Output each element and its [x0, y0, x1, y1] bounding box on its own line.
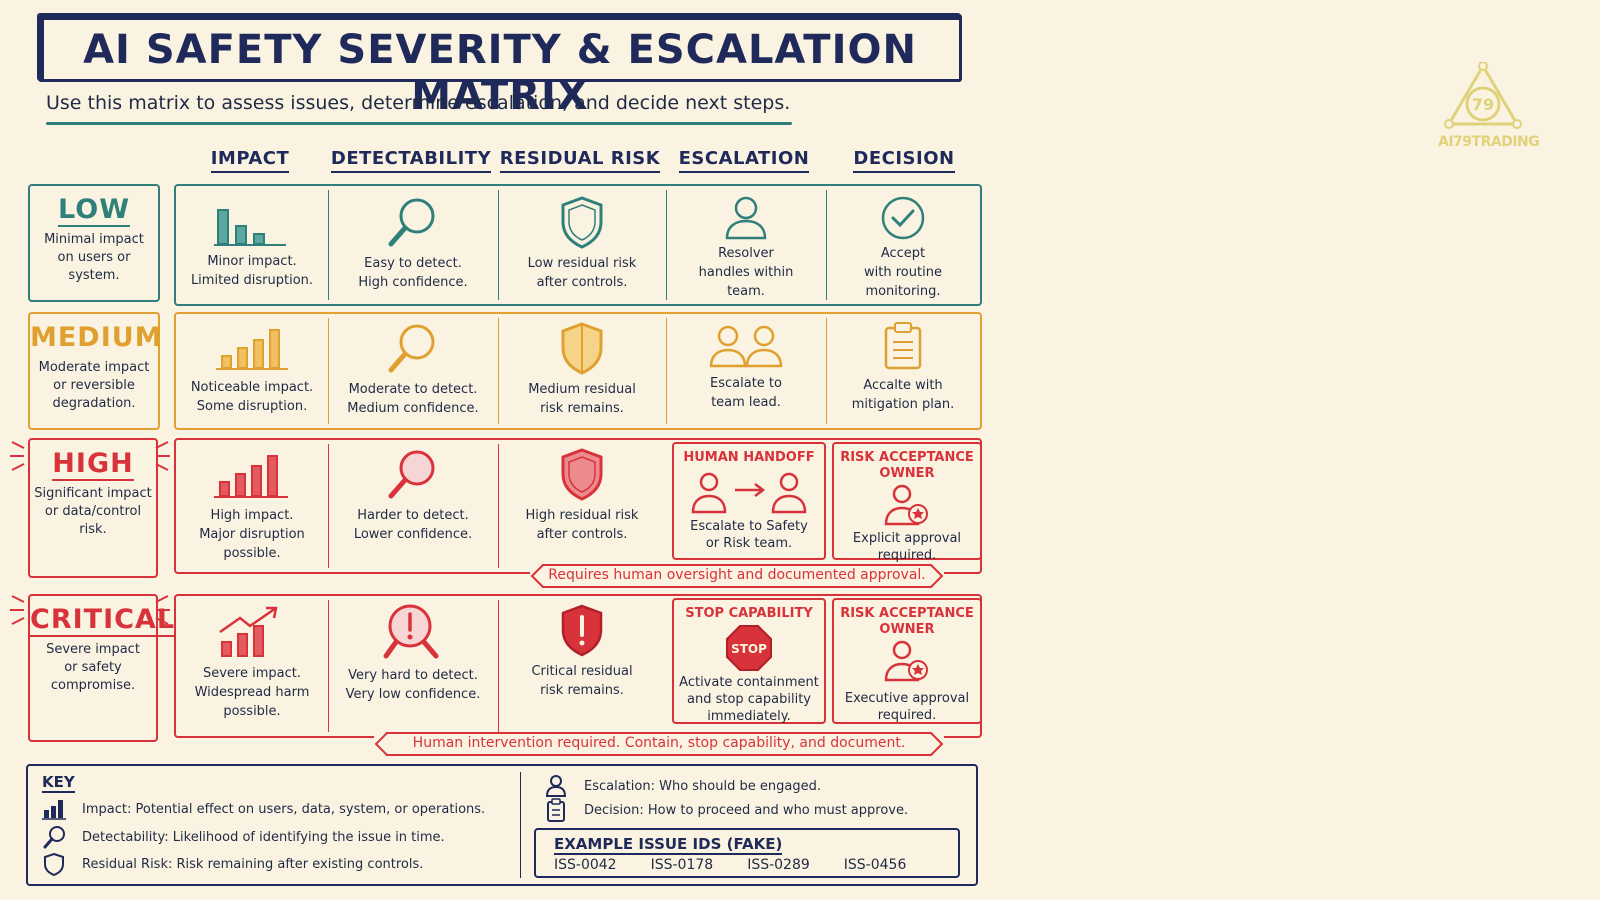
row-low: Minor impact. Limited disruption. Easy to… [174, 184, 982, 306]
low-escalation-cell: Resolver handles within team. [666, 186, 826, 304]
low-decision-cell: Accept with routine monitoring. [826, 186, 980, 304]
example-id: ISS-0042 [554, 857, 617, 873]
shield-alert-icon [561, 604, 603, 657]
column-header-impact: IMPACT [174, 148, 326, 173]
column-header-residual-risk: RESIDUAL RISK [496, 148, 664, 173]
low-detect-cell: Easy to detect. High confidence. [328, 186, 498, 304]
level-low-desc: Minimal impact on users or system. [44, 232, 144, 283]
trend-up-chart-icon [219, 606, 278, 657]
example-id: ISS-0178 [650, 857, 714, 873]
key-title: KEY [42, 773, 75, 793]
low-residual-cell: Low residual risk after controls. [498, 186, 666, 304]
level-medium: MEDIUM [30, 322, 163, 353]
level-medium-desc: Moderate impact or reversible degradation. [38, 360, 150, 411]
bar-chart-icon [214, 455, 288, 498]
example-id: ISS-0456 [843, 857, 907, 873]
magnifier-icon [388, 198, 435, 247]
medium-residual-cell: Medium residual risk remains. [498, 314, 666, 428]
high-detect-cell: Harder to detect. Lower confidence. [328, 440, 498, 572]
alert-marks-icon [155, 595, 170, 625]
logo-text: AI79TRADING [1438, 134, 1540, 150]
stop-capability-title: STOP CAPABILITY [685, 606, 813, 621]
level-high-desc: Significant impact or data/control risk. [34, 486, 152, 537]
magnifier-icon [388, 450, 435, 499]
row-label-high: HIGH Significant impact or data/control ri… [28, 438, 158, 578]
magnifier-icon [43, 826, 65, 849]
stop-sign-icon: STOP [726, 625, 772, 671]
medium-detect-cell: Moderate to detect. Medium confidence. [328, 314, 498, 428]
alert-marks-icon [10, 441, 25, 471]
clipboard-icon [547, 798, 565, 822]
example-ids-list: ISS-0042 ISS-0178 ISS-0289 ISS-0456 [554, 857, 906, 873]
magnifier-alert-icon [383, 604, 439, 659]
handoff-icon [691, 472, 807, 514]
row-label-low: LOW Minimal impact on users or system. [28, 184, 160, 302]
example-ids-title: EXAMPLE ISSUE IDS (FAKE) [554, 835, 783, 855]
medium-escalation-cell: Escalate to team lead. [666, 314, 826, 428]
stop-sign-label: STOP [731, 642, 767, 656]
risk-acceptance-owner-box-critical: RISK ACCEPTANCE OWNER Executive approval r… [832, 598, 982, 724]
level-low: LOW [58, 194, 130, 227]
check-circle-icon [881, 196, 925, 240]
critical-impact-cell: Severe impact. Widespread harm possible. [176, 596, 328, 736]
alert-marks-icon [10, 595, 25, 625]
shield-icon [561, 322, 603, 375]
key-item-escalation: Escalation: Who should be engaged. [544, 774, 821, 798]
bar-chart-icon [216, 329, 288, 370]
magnifier-icon [388, 324, 435, 373]
human-handoff-title: HUMAN HANDOFF [683, 450, 815, 465]
risk-acceptance-title: RISK ACCEPTANCE OWNER [840, 606, 974, 637]
critical-detect-cell: Very hard to detect. Very low confidence. [328, 596, 498, 736]
key-item-decision: Decision: How to proceed and who must ap… [544, 798, 908, 822]
brand-logo: 79 AI79TRADING [1438, 62, 1540, 150]
logo-mark-text: 79 [1472, 95, 1494, 114]
low-impact-cell: Minor impact. Limited disruption. [176, 186, 328, 304]
medium-impact-cell: Noticeable impact. Some disruption. [176, 314, 328, 428]
key-item-residual-risk: Residual Risk: Risk remaining after exis… [42, 852, 423, 876]
row-label-critical: CRITICAL Severe impact or safety compromis… [28, 594, 176, 742]
example-id: ISS-0289 [747, 857, 810, 873]
high-impact-cell: High impact. Major disruption possible. [176, 440, 328, 572]
level-high: HIGH [52, 448, 134, 481]
logo-mark-icon: 79 [1444, 62, 1522, 129]
high-banner: Requires human oversight and documented … [530, 564, 944, 588]
shield-icon [561, 448, 603, 501]
row-high: High impact. Major disruption possible. Ha… [174, 438, 982, 574]
page-title: AI SAFETY SEVERITY & ESCALATION MATRIX [83, 27, 917, 119]
owner-badge-icon [884, 484, 928, 526]
person-icon [545, 775, 567, 797]
subtitle: Use this matrix to assess issues, determ… [46, 92, 791, 114]
subtitle-underline [46, 122, 792, 125]
owner-badge-icon [884, 640, 928, 682]
clipboard-icon [884, 322, 922, 370]
level-critical: CRITICAL [30, 604, 176, 637]
key-item-impact: Impact: Potential effect on users, data,… [42, 798, 485, 820]
bar-chart-icon [42, 800, 66, 820]
risk-acceptance-owner-box: RISK ACCEPTANCE OWNER Explicit approval re… [832, 442, 982, 563]
key-box: KEY Impact: Potential effect on users, d… [26, 764, 978, 886]
key-item-detectability: Detectability: Likelihood of identifying… [42, 825, 445, 849]
two-people-icon [709, 325, 783, 368]
person-icon [725, 196, 767, 240]
level-critical-desc: Severe impact or safety compromise. [46, 642, 140, 693]
critical-banner: Human intervention required. Contain, st… [374, 732, 944, 756]
shield-icon [561, 196, 603, 249]
bar-chart-icon [214, 209, 286, 246]
row-label-medium: MEDIUM Moderate impact or reversible degra… [28, 312, 163, 430]
human-handoff-box: HUMAN HANDOFF Escalate to Safety or Risk … [672, 442, 826, 560]
column-header-escalation: ESCALATION [664, 148, 824, 173]
example-ids-box: EXAMPLE ISSUE IDS (FAKE) ISS-0042 ISS-01… [534, 828, 960, 878]
medium-decision-cell: Accalte with mitigation plan. [826, 314, 980, 428]
high-residual-cell: High residual risk after controls. [498, 440, 666, 572]
stop-capability-box: STOP CAPABILITY STOP Activate containmen… [672, 598, 826, 724]
column-header-detectability: DETECTABILITY [326, 148, 496, 173]
column-header-decision: DECISION [824, 148, 984, 173]
risk-acceptance-title: RISK ACCEPTANCE OWNER [840, 450, 974, 481]
shield-icon [44, 852, 64, 876]
row-medium: Noticeable impact. Some disruption. Moder… [174, 312, 982, 430]
alert-marks-icon [155, 441, 170, 471]
title-box: AI SAFETY SEVERITY & ESCALATION MATRIX [38, 14, 962, 119]
critical-residual-cell: Critical residual risk remains. [498, 596, 666, 736]
